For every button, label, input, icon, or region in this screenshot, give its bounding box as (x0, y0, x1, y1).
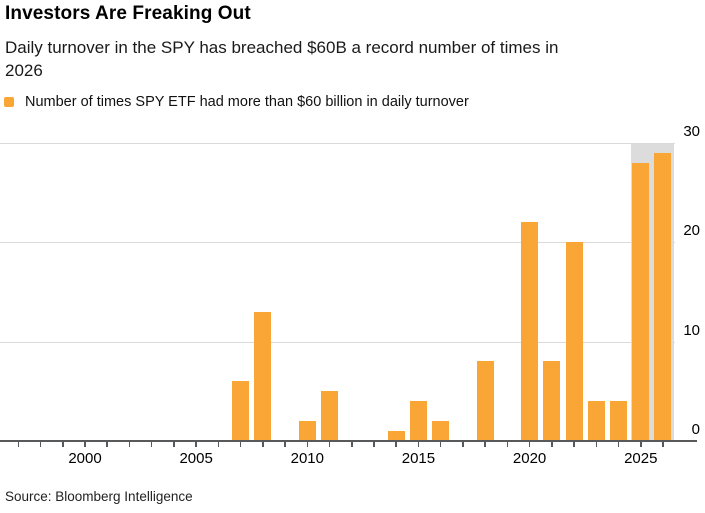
legend-swatch-icon (4, 97, 14, 107)
gridline-y10 (0, 341, 675, 343)
x-tick-2013 (373, 442, 375, 447)
y-tick-label-10: 10 (683, 321, 700, 339)
bar-2016 (432, 421, 450, 441)
y-tick-label-20: 20 (683, 222, 700, 240)
x-tick-2008 (262, 442, 264, 447)
x-tick-1998 (39, 442, 42, 447)
x-tick-2026 (662, 442, 664, 447)
chart-subtitle: Daily turnover in the SPY has breached $… (5, 38, 559, 80)
x-tick-2023 (595, 442, 598, 447)
x-tick-2017 (462, 442, 464, 447)
x-tick-label-2025: 2025 (624, 450, 658, 467)
x-tick-2019 (506, 442, 509, 447)
source-note: Source: Bloomberg Intelligence (5, 489, 193, 504)
x-tick-label-2020: 2020 (512, 450, 547, 467)
y-tick-label-30: 30 (683, 122, 700, 140)
legend-label: Number of times SPY ETF had more than $6… (25, 94, 469, 110)
x-tick-2003 (150, 442, 153, 447)
bar-2010 (298, 421, 316, 441)
x-tick-1999 (62, 442, 64, 447)
bar-2020 (521, 222, 539, 441)
x-tick-label-2005: 2005 (179, 450, 213, 467)
bar-2008 (254, 311, 272, 441)
x-tick-2007 (239, 442, 242, 447)
x-tick-2016 (439, 442, 442, 447)
x-tick-2012 (351, 442, 353, 447)
x-tick-2000 (84, 442, 86, 447)
bar-2011 (321, 391, 339, 441)
bar-2015 (409, 401, 427, 441)
bar-2014 (387, 431, 405, 441)
x-tick-1997 (17, 442, 20, 447)
x-tick-label-2000: 2000 (68, 450, 102, 467)
x-tick-2020 (528, 442, 531, 447)
bar-2025 (632, 162, 650, 441)
bar-2026 (654, 152, 672, 441)
x-tick-2014 (395, 442, 397, 447)
bar-2022 (565, 242, 583, 441)
x-tick-2004 (173, 442, 175, 447)
x-tick-2025 (640, 442, 642, 447)
gridline-y30 (0, 142, 675, 144)
x-tick-label-2015: 2015 (401, 450, 436, 467)
x-tick-2018 (484, 442, 486, 447)
chart-title: Investors Are Freaking Out (5, 3, 251, 24)
x-tick-2005 (195, 442, 197, 447)
bar-2024 (610, 401, 628, 441)
x-tick-2022 (573, 442, 575, 447)
x-tick-2010 (306, 442, 309, 447)
bar-2021 (543, 361, 561, 441)
y-tick-label-0: 0 (691, 421, 700, 438)
x-tick-2002 (128, 442, 131, 447)
x-tick-2015 (417, 442, 420, 447)
x-tick-2011 (328, 442, 331, 447)
x-tick-2021 (551, 442, 553, 447)
x-tick-2024 (617, 442, 620, 447)
x-tick-label-2010: 2010 (290, 450, 324, 467)
bar-2007 (232, 381, 250, 441)
bar-2018 (476, 361, 494, 441)
gridline-y20 (0, 242, 675, 244)
x-tick-2001 (106, 442, 108, 447)
legend: Number of times SPY ETF had more than $6… (4, 94, 469, 110)
bar-2023 (587, 401, 605, 441)
x-tick-2006 (217, 442, 220, 447)
x-axis-line (0, 440, 697, 442)
x-tick-2009 (284, 442, 286, 447)
